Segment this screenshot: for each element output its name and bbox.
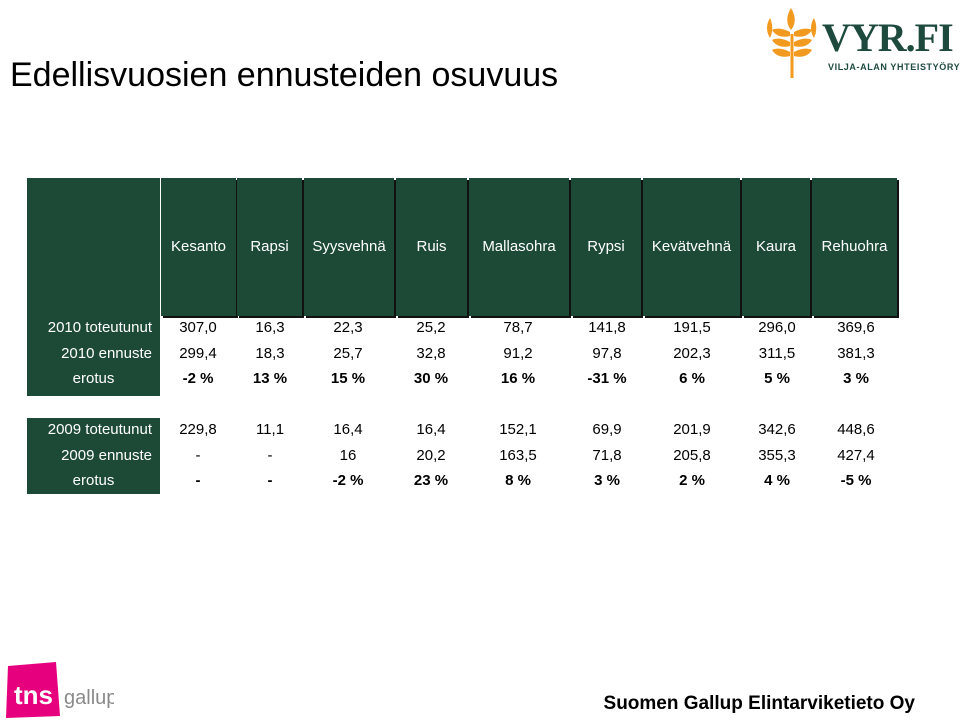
row-label-column-2010 [27,316,160,396]
table-cell: 3 % [594,472,620,489]
vyr-logo: VYR.FI VILJA-ALAN YHTEISTYÖRYHMÄ [760,4,960,84]
table-cell: 22,3 [333,319,363,336]
table-cell: 16,4 [333,421,363,438]
table-cell: 97,8 [592,345,622,362]
column-header: Ruis [416,238,447,255]
table-cell: 23 % [413,472,449,489]
logo-brand: VYR.FI [822,15,954,60]
table-cell: 25,7 [333,345,363,362]
table-cell: 163,5 [499,447,537,464]
table-cell: 32,8 [416,345,446,362]
table-cell: 369,6 [837,319,875,336]
column-header: Rapsi [250,238,289,255]
column-header-box [742,178,810,316]
table-cell: 16,4 [416,421,446,438]
logo-tagline: VILJA-ALAN YHTEISTYÖRYHMÄ [828,62,960,72]
table-cell: 18,3 [255,345,285,362]
row-label: 2009 toteutunut [47,421,152,438]
table-cell: - [195,447,201,464]
table-cell: 229,8 [179,421,217,438]
table-cell: 205,8 [673,447,711,464]
table-cell: -5 % [840,472,872,489]
table-cell: -2 % [332,472,364,489]
wheat-icon [767,8,817,78]
column-header-box [643,178,740,316]
table-cell: - [267,447,273,464]
table-cell: 4 % [764,472,790,489]
table-cell: 427,4 [837,447,875,464]
row-label: erotus [72,370,115,387]
table-cell: 69,9 [592,421,622,438]
table-cell: 30 % [413,370,449,387]
table-cell: 355,3 [758,447,796,464]
column-header-box [812,178,897,316]
table-cell: 299,4 [179,345,217,362]
table-cell: 152,1 [499,421,537,438]
table-cell: 311,5 [758,345,796,362]
column-header: Kesanto [170,238,227,255]
table-cell: 71,8 [592,447,622,464]
table-cell: 20,2 [416,447,446,464]
table-cell: 8 % [505,472,531,489]
row-label: 2010 toteutunut [47,319,152,336]
tns-text: tns [14,680,53,710]
footer-company: Suomen Gallup Elintarviketieto Oy [603,693,915,714]
tns-logo-icon: tns gallup [6,662,117,718]
column-header-box [469,178,569,316]
column-header: Syysvehnä [312,238,386,255]
table-cell: 5 % [764,370,790,387]
column-header: Mallasohra [482,238,556,255]
column-header-box [304,178,394,316]
page-title: Edellisvuosien ennusteiden osuvuus [10,56,559,94]
table-cell: - [195,472,201,489]
table-cell: 25,2 [416,319,446,336]
row-label-column-2009 [27,418,160,494]
table-cell: 342,6 [758,421,796,438]
table-cell: 91,2 [503,345,533,362]
column-header: Rehuohra [821,238,888,255]
column-header: Kevätvehnä [651,238,732,255]
column-header: Rypsi [587,238,625,255]
table-cell: 16 [339,447,357,464]
table-cell: 13 % [252,370,288,387]
table-cell: 448,6 [837,421,875,438]
table-cell: 191,5 [673,319,711,336]
table-header-label-cell [27,178,160,316]
table-cell: 296,0 [758,319,796,336]
gallup-text: gallup [64,687,114,709]
tns-gallup-logo: tns gallup [4,660,117,720]
column-header-box [571,178,641,316]
table-cell: 11,1 [255,421,285,438]
table-cell: 16,3 [255,319,285,336]
table-cell: 3 % [843,370,869,387]
table-cell: 6 % [679,370,705,387]
table-cell: 16 % [500,370,536,387]
column-header-box [161,178,236,316]
table-cell: - [267,472,273,489]
table-cell: 2 % [679,472,705,489]
row-label: erotus [72,472,115,489]
row-label: 2009 ennuste [61,447,152,464]
column-header: Kaura [755,238,797,255]
table-cell: 307,0 [179,319,217,336]
column-header-box [237,178,302,316]
table-cell: 141,8 [588,319,626,336]
table-cell: 15 % [330,370,366,387]
table-cell: 78,7 [503,319,533,336]
row-label: 2010 ennuste [61,345,152,362]
table-cell: 201,9 [673,421,711,438]
column-header-box [396,178,467,316]
table-cell: -2 % [182,370,214,387]
table-cell: -31 % [587,370,627,387]
table-cell: 381,3 [837,345,875,362]
table-cell: 202,3 [673,345,711,362]
